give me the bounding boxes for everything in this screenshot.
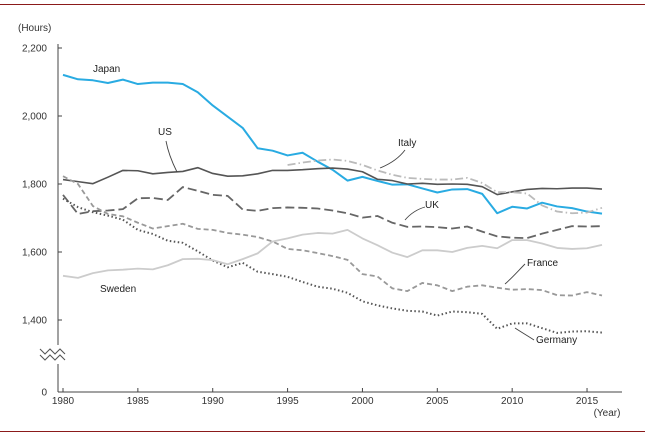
series-line-uk [62,186,603,239]
leader-line-us [165,140,178,173]
x-tick-label: 1980 [52,396,75,407]
y-tick-label: 0 [41,388,47,399]
series-line-japan [62,73,603,215]
series-layer [62,73,603,334]
leader-line-france [504,263,526,285]
y-tick-label: 2,000 [22,112,47,123]
x-tick-label: 1985 [127,396,150,407]
x-tick-label: 2000 [351,396,374,407]
leader-line-uk [404,206,426,221]
series-label-sweden: Sweden [100,284,136,295]
axis-break-upper [39,348,66,355]
series-label-italy: Italy [398,138,416,149]
y-tick-label: 1,400 [22,316,47,327]
series-line-france [62,175,603,297]
x-tick-label: 2015 [576,396,599,407]
y-tick-label: 2,200 [22,44,47,55]
series-label-france: France [527,258,559,269]
y-axis-title: (Hours) [18,23,51,34]
axis-break-lower [39,354,66,361]
x-tick-label: 1995 [276,396,299,407]
x-tick-label: 2005 [426,396,449,407]
y-tick-label: 1,600 [22,248,47,259]
x-tick-label: 1990 [202,396,225,407]
series-line-us [62,166,603,196]
series-line-germany [62,197,603,334]
y-tick-label: 1,800 [22,180,47,191]
series-line-italy [287,158,603,215]
series-label-germany: Germany [536,335,577,346]
x-axis-title: (Year) [594,408,621,419]
leader-line-italy [379,149,406,169]
axes-layer: (Hours) 2,200 2,000 1,800 1,600 1,400 0 1980 198… [18,23,622,419]
series-label-japan: Japan [93,64,120,75]
series-label-uk: UK [425,200,439,211]
x-tick-label: 2010 [501,396,524,407]
labels-layer: Japan US Italy UK France Germany Sweden [93,64,577,346]
series-line-sweden [62,229,603,279]
series-label-us: US [158,127,172,138]
leader-line-germany [514,327,535,341]
